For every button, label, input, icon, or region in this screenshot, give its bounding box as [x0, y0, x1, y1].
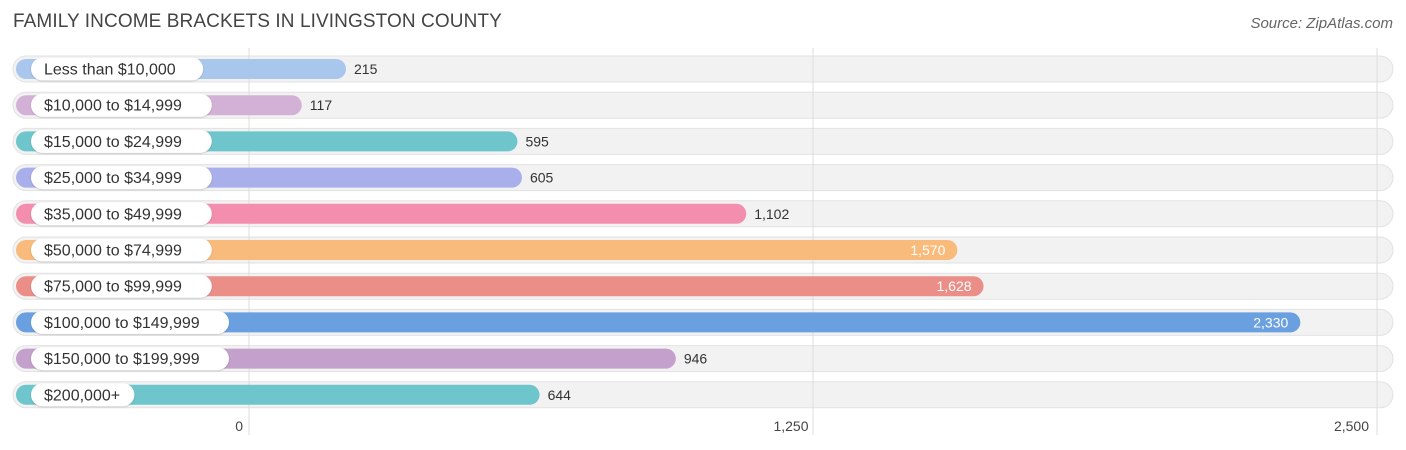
value-label: 1,628: [937, 278, 972, 294]
source-label: Source: ZipAtlas.com: [1250, 15, 1393, 32]
category-label: $200,000+: [31, 383, 135, 407]
category-pill: [31, 310, 229, 334]
category-pill: [31, 57, 204, 81]
category-label: $35,000 to $49,999: [31, 202, 212, 226]
bar-track: [12, 91, 1394, 119]
value-label: 215: [354, 61, 378, 77]
value-label: 595: [525, 133, 549, 149]
category-text: $200,000+: [44, 387, 120, 404]
chart-title: FAMILY INCOME BRACKETS IN LIVINGSTON COU…: [13, 11, 502, 32]
category-label: $100,000 to $149,999: [31, 310, 229, 334]
value-label: 117: [310, 97, 333, 113]
value-label: 605: [530, 170, 554, 186]
category-label: $75,000 to $99,999: [31, 274, 212, 298]
category-label: $50,000 to $74,999: [31, 238, 212, 262]
value-label: 644: [548, 387, 572, 403]
bar-track: [12, 55, 1394, 83]
category-pill: [31, 238, 212, 262]
category-label: $150,000 to $199,999: [31, 347, 229, 371]
category-pill: [31, 93, 212, 117]
category-pill: [31, 347, 229, 371]
value-label: 1,570: [910, 242, 945, 258]
tick-label: 2,500: [1334, 418, 1369, 434]
category-label: $25,000 to $34,999: [31, 166, 212, 190]
category-text: $50,000 to $74,999: [44, 243, 182, 260]
value-label: 1,102: [754, 206, 789, 222]
category-pill: [31, 202, 212, 226]
category-pill: [31, 166, 212, 190]
category-text: $75,000 to $99,999: [44, 279, 182, 296]
category-text: $10,000 to $14,999: [44, 98, 182, 115]
category-text: $150,000 to $199,999: [44, 351, 200, 368]
bar: [16, 276, 984, 297]
category-pill: [31, 383, 135, 407]
category-pill: [31, 274, 212, 298]
tick-label: 1,250: [773, 418, 808, 434]
category-label: $10,000 to $14,999: [31, 93, 212, 117]
bar: [16, 312, 1301, 333]
value-label: 2,330: [1253, 314, 1288, 330]
tick-label: 0: [235, 418, 243, 434]
bar: [16, 384, 540, 405]
value-label: 946: [684, 351, 708, 367]
category-text: $25,000 to $34,999: [44, 170, 182, 187]
category-label: $15,000 to $24,999: [31, 129, 212, 153]
category-text: Less than $10,000: [44, 62, 176, 79]
category-text: $100,000 to $149,999: [44, 315, 200, 332]
category-label: Less than $10,000: [31, 57, 204, 81]
category-text: $35,000 to $49,999: [44, 206, 182, 223]
bar: [16, 240, 958, 260]
category-text: $15,000 to $24,999: [44, 134, 182, 151]
category-pill: [31, 129, 212, 153]
